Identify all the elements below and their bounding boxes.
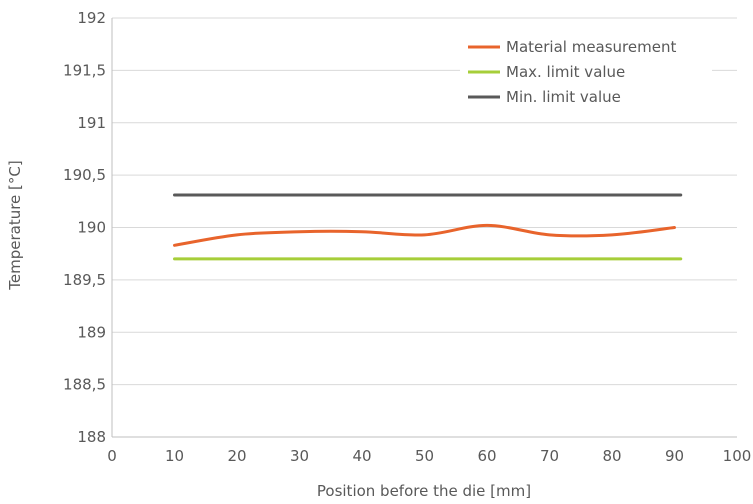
y-tick-label-2: 189 — [77, 323, 106, 341]
x-tick-label-0: 0 — [107, 447, 117, 465]
x-tick-label-9: 90 — [665, 447, 684, 465]
y-axis-title: Temperature [°C] — [6, 160, 24, 290]
x-tick-label-8: 80 — [602, 447, 621, 465]
legend-background — [460, 33, 712, 112]
series-line-0 — [173, 223, 676, 247]
x-tick-label-10: 100 — [723, 447, 752, 465]
x-tick-label-1: 10 — [165, 447, 184, 465]
x-tick-label-2: 20 — [227, 447, 246, 465]
legend-label-0: Material measurement — [506, 38, 676, 56]
legend-label-1: Max. limit value — [506, 63, 625, 81]
axes — [111, 18, 737, 438]
x-axis-title: Position before the die [mm] — [317, 482, 531, 500]
y-tick-label-3: 189,5 — [63, 271, 106, 289]
y-tick-label-7: 191,5 — [63, 61, 106, 79]
y-tick-labels: 188 188,5 189 189,5 190 190,5 191 191,5 192 — [63, 9, 106, 446]
grid-lines — [112, 17, 737, 386]
x-tick-label-3: 30 — [290, 447, 309, 465]
y-tick-label-6: 191 — [77, 114, 106, 132]
y-tick-label-4: 190 — [77, 219, 106, 237]
y-tick-label-0: 188 — [77, 428, 106, 446]
legend-label-2: Min. limit value — [506, 88, 621, 106]
x-tick-label-4: 40 — [352, 447, 371, 465]
y-tick-label-5: 190,5 — [63, 166, 106, 184]
x-tick-labels: 0 10 20 30 40 50 60 70 80 90 100 — [107, 447, 751, 465]
y-tick-label-8: 192 — [77, 9, 106, 27]
y-tick-label-1: 188,5 — [63, 376, 106, 394]
x-tick-label-5: 50 — [415, 447, 434, 465]
legend: Material measurement Max. limit value Min.… — [460, 33, 712, 112]
series-lines — [173, 193, 683, 261]
x-tick-label-7: 70 — [540, 447, 559, 465]
x-tick-label-6: 60 — [477, 447, 496, 465]
